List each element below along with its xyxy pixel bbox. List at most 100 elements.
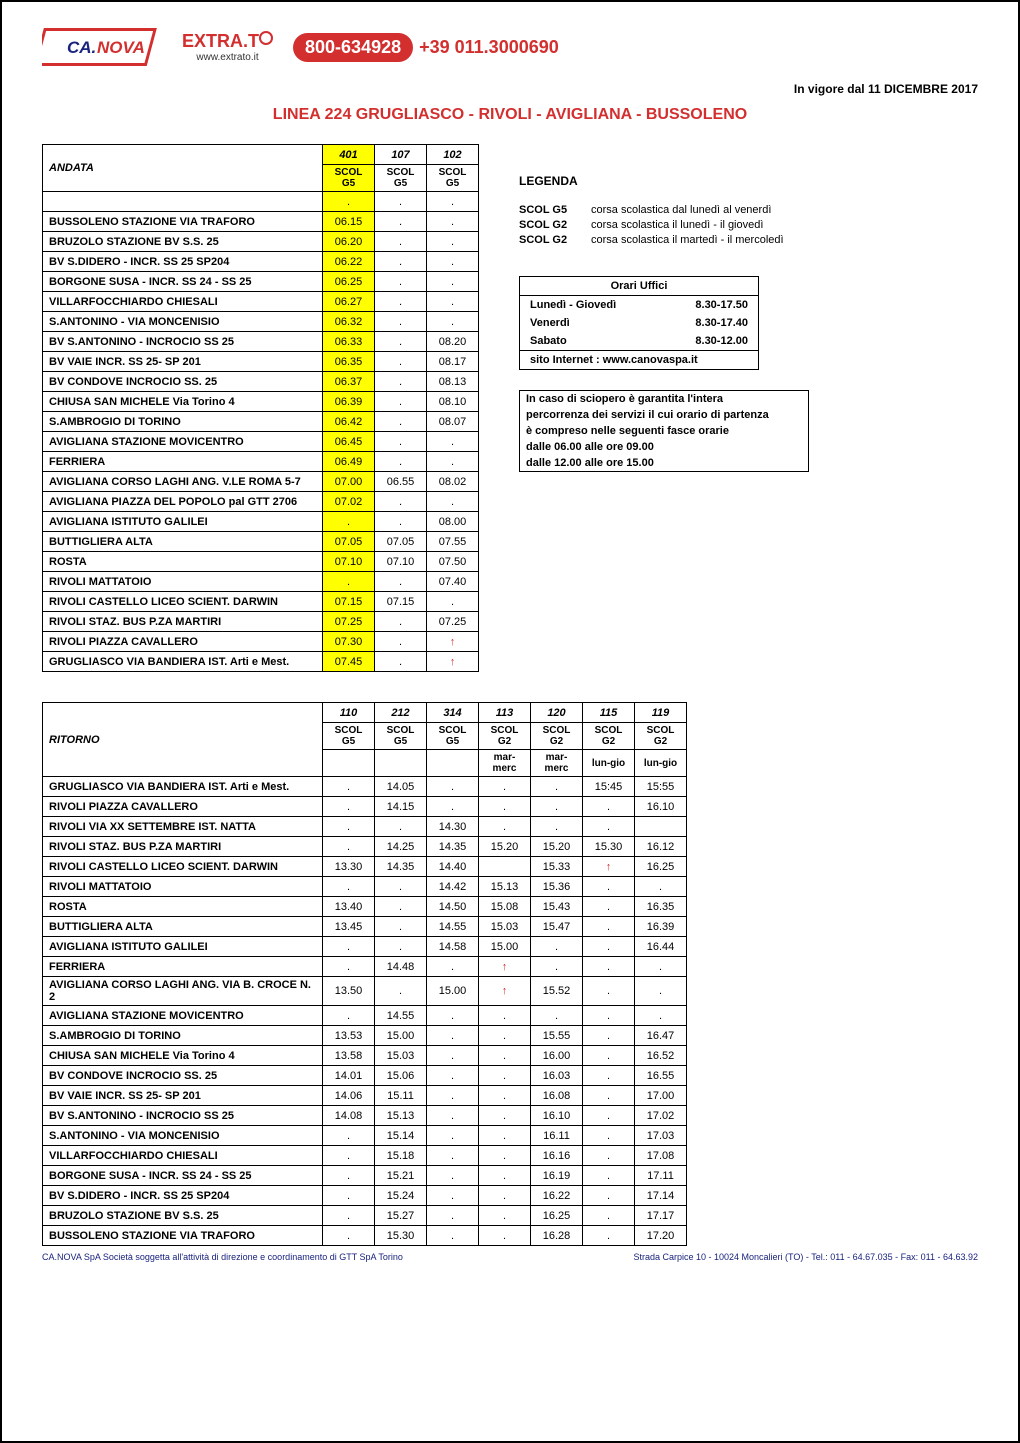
andata-label: ANDATA xyxy=(43,145,323,192)
table-row: AVIGLIANA ISTITUTO GALILEI..14.5815.00..… xyxy=(43,937,687,957)
run-scol: SCOL G5 xyxy=(375,723,427,750)
table-row: VILLARFOCCHIARDO CHIESALI.15.18..16.16.1… xyxy=(43,1146,687,1166)
stop-name: S.AMBROGIO DI TORINO xyxy=(43,412,323,432)
line-title: LINEA 224 GRUGLIASCO - RIVOLI - AVIGLIAN… xyxy=(42,106,978,124)
stop-name: BV CONDOVE INCROCIO SS. 25 xyxy=(43,372,323,392)
table-row: RIVOLI MATTATOIO..07.40 xyxy=(43,572,479,592)
strike-line: dalle 06.00 alle ore 09.00 xyxy=(526,439,802,455)
table-row: RIVOLI CASTELLO LICEO SCIENT. DARWIN13.3… xyxy=(43,857,687,877)
table-row: BV S.ANTONINO - INCROCIO SS 2514.0815.13… xyxy=(43,1106,687,1126)
table-row: RIVOLI PIAZZA CAVALLERO07.30.↑ xyxy=(43,632,479,652)
stop-name: BUSSOLENO STAZIONE VIA TRAFORO xyxy=(43,212,323,232)
office-hours-site: sito Internet : www.canovaspa.it xyxy=(520,350,758,369)
stop-name: RIVOLI MATTATOIO xyxy=(43,877,323,897)
run-scol: SCOL G5 xyxy=(427,165,479,192)
stop-name: AVIGLIANA PIAZZA DEL POPOLO pal GTT 2706 xyxy=(43,492,323,512)
stop-name: AVIGLIANA STAZIONE MOVICENTRO xyxy=(43,432,323,452)
table-row: AVIGLIANA STAZIONE MOVICENTRO06.45.. xyxy=(43,432,479,452)
stop-name: BV S.ANTONINO - INCROCIO SS 25 xyxy=(43,1106,323,1126)
office-hours-box: Orari Uffici Lunedì - Giovedì8.30-17.50V… xyxy=(519,276,759,370)
run-days: mar-merc xyxy=(531,750,583,777)
stop-name: RIVOLI PIAZZA CAVALLERO xyxy=(43,797,323,817)
stop-name: BV S.DIDERO - INCR. SS 25 SP204 xyxy=(43,252,323,272)
table-row: CHIUSA SAN MICHELE Via Torino 413.5815.0… xyxy=(43,1046,687,1066)
stop-name: RIVOLI STAZ. BUS P.ZA MARTIRI xyxy=(43,612,323,632)
stop-name: BV VAIE INCR. SS 25- SP 201 xyxy=(43,1086,323,1106)
stop-name: GRUGLIASCO VIA BANDIERA IST. Arti e Mest… xyxy=(43,777,323,797)
strike-line: In caso di sciopero è garantita l'intera xyxy=(526,391,802,407)
strike-line: percorrenza dei servizi il cui orario di… xyxy=(526,407,802,423)
run-code: 120 xyxy=(531,703,583,723)
footer-left: CA.NOVA SpA Società soggetta all'attivit… xyxy=(42,1252,403,1262)
stop-name: RIVOLI CASTELLO LICEO SCIENT. DARWIN xyxy=(43,857,323,877)
table-row: S.AMBROGIO DI TORINO13.5315.00..15.55.16… xyxy=(43,1026,687,1046)
stop-name: ROSTA xyxy=(43,897,323,917)
table-row: AVIGLIANA PIAZZA DEL POPOLO pal GTT 2706… xyxy=(43,492,479,512)
table-row: RIVOLI MATTATOIO..14.4215.1315.36.. xyxy=(43,877,687,897)
strike-notice-box: In caso di sciopero è garantita l'intera… xyxy=(519,390,809,472)
stop-name: AVIGLIANA ISTITUTO GALILEI xyxy=(43,512,323,532)
table-row: BV S.DIDERO - INCR. SS 25 SP204.15.24..1… xyxy=(43,1186,687,1206)
table-row: BRUZOLO STAZIONE BV S.S. 2506.20.. xyxy=(43,232,479,252)
table-row: VILLARFOCCHIARDO CHIESALI06.27.. xyxy=(43,292,479,312)
legend-line: SCOL G2corsa scolastica il lunedì - il g… xyxy=(519,219,978,231)
extrato-logo: EXTRA.T www.extrato.it xyxy=(182,31,273,63)
ritorno-table: RITORNO110212314113120115119SCOL G5SCOL … xyxy=(42,702,687,1246)
table-row: CHIUSA SAN MICHELE Via Torino 406.39.08.… xyxy=(43,392,479,412)
stop-name: BORGONE SUSA - INCR. SS 24 - SS 25 xyxy=(43,1166,323,1186)
legend-block: LEGENDA SCOL G5corsa scolastica dal lune… xyxy=(519,144,978,472)
run-code: 401 xyxy=(323,145,375,165)
run-scol: SCOL G5 xyxy=(323,723,375,750)
phone-toll-free: 800-634928 xyxy=(293,33,413,62)
table-row: S.AMBROGIO DI TORINO06.42.08.07 xyxy=(43,412,479,432)
andata-and-legend: ANDATA401107102SCOL G5SCOL G5SCOL G5...B… xyxy=(42,144,978,672)
stop-name: VILLARFOCCHIARDO CHIESALI xyxy=(43,1146,323,1166)
run-code: 107 xyxy=(375,145,427,165)
table-row: RIVOLI STAZ. BUS P.ZA MARTIRI.14.2514.35… xyxy=(43,837,687,857)
run-code: 115 xyxy=(583,703,635,723)
stop-name: BV CONDOVE INCROCIO SS. 25 xyxy=(43,1066,323,1086)
extrato-ring-icon xyxy=(259,31,273,45)
footer: CA.NOVA SpA Società soggetta all'attivit… xyxy=(42,1252,978,1262)
stop-name: BRUZOLO STAZIONE BV S.S. 25 xyxy=(43,1206,323,1226)
stop-name: BUTTIGLIERA ALTA xyxy=(43,917,323,937)
run-scol: SCOL G5 xyxy=(323,165,375,192)
svg-text:NOVA: NOVA xyxy=(97,38,145,57)
table-row: AVIGLIANA CORSO LAGHI ANG. VIA B. CROCE … xyxy=(43,977,687,1006)
run-scol: SCOL G5 xyxy=(375,165,427,192)
run-days xyxy=(323,750,375,777)
table-row: BV VAIE INCR. SS 25- SP 20106.35.08.17 xyxy=(43,352,479,372)
run-code: 119 xyxy=(635,703,687,723)
table-row: GRUGLIASCO VIA BANDIERA IST. Arti e Mest… xyxy=(43,777,687,797)
stop-name: RIVOLI PIAZZA CAVALLERO xyxy=(43,632,323,652)
stop-name: RIVOLI STAZ. BUS P.ZA MARTIRI xyxy=(43,837,323,857)
run-code: 102 xyxy=(427,145,479,165)
footer-right: Strada Carpice 10 - 10024 Moncalieri (TO… xyxy=(633,1252,978,1262)
stop-name: AVIGLIANA STAZIONE MOVICENTRO xyxy=(43,1006,323,1026)
run-days: mar-merc xyxy=(479,750,531,777)
stop-name: AVIGLIANA CORSO LAGHI ANG. V.LE ROMA 5-7 xyxy=(43,472,323,492)
table-row: BORGONE SUSA - INCR. SS 24 - SS 25.15.21… xyxy=(43,1166,687,1186)
office-hours-row: Lunedì - Giovedì8.30-17.50 xyxy=(520,296,758,314)
stop-name: S.AMBROGIO DI TORINO xyxy=(43,1026,323,1046)
table-row: BV VAIE INCR. SS 25- SP 20114.0615.11..1… xyxy=(43,1086,687,1106)
table-row: BV S.DIDERO - INCR. SS 25 SP20406.22.. xyxy=(43,252,479,272)
stop-name: RIVOLI MATTATOIO xyxy=(43,572,323,592)
office-hours-row: Venerdì8.30-17.40 xyxy=(520,314,758,332)
table-row: BRUZOLO STAZIONE BV S.S. 25.15.27..16.25… xyxy=(43,1206,687,1226)
office-hours-rows: Lunedì - Giovedì8.30-17.50Venerdì8.30-17… xyxy=(520,296,758,350)
stop-name: BV VAIE INCR. SS 25- SP 201 xyxy=(43,352,323,372)
office-hours-row: Sabato8.30-12.00 xyxy=(520,332,758,350)
stop-name: RIVOLI VIA XX SETTEMBRE IST. NATTA xyxy=(43,817,323,837)
table-row: BV CONDOVE INCROCIO SS. 2506.37.08.13 xyxy=(43,372,479,392)
run-code: 212 xyxy=(375,703,427,723)
table-row: BUSSOLENO STAZIONE VIA TRAFORO.15.30..16… xyxy=(43,1226,687,1246)
table-row: FERRIERA.14.48.↑... xyxy=(43,957,687,977)
validity-date: In vigore dal 11 DICEMBRE 2017 xyxy=(42,82,978,96)
phone-intl: +39 011.3000690 xyxy=(419,37,559,58)
table-row: AVIGLIANA STAZIONE MOVICENTRO.14.55..... xyxy=(43,1006,687,1026)
run-scol: SCOL G2 xyxy=(583,723,635,750)
extrato-text: EXTRA.T xyxy=(182,31,273,52)
stop-name: ROSTA xyxy=(43,552,323,572)
table-row: ROSTA13.40.14.5015.0815.43.16.35 xyxy=(43,897,687,917)
